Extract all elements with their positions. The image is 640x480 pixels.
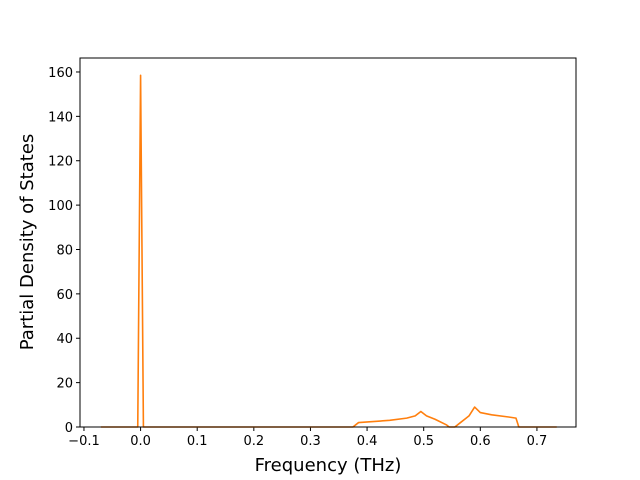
x-tick-label: 0.2 [243, 434, 264, 449]
x-axis-label: Frequency (THz) [255, 455, 402, 476]
x-tick-label: 0.5 [413, 434, 434, 449]
y-tick-label: 120 [48, 155, 73, 170]
y-tick-label: 140 [48, 110, 73, 125]
x-tick-label: 0.7 [527, 434, 548, 449]
axes-frame [79, 57, 577, 428]
x-tick-label: 0.4 [357, 434, 378, 449]
line [100, 74, 557, 428]
y-axis-label: Partial Density of States [17, 134, 38, 351]
y-tick-label: 80 [56, 243, 73, 258]
x-tick-label: 0.6 [470, 434, 491, 449]
y-tick-label: 20 [56, 377, 73, 392]
y-tick-label: 60 [56, 288, 73, 303]
y-tick-label: 0 [65, 421, 73, 436]
y-tick-label: 100 [48, 199, 73, 214]
x-tick-label: 0.3 [300, 434, 321, 449]
x-tick-label: 0.0 [130, 434, 151, 449]
y-tick-label: 40 [56, 332, 73, 347]
y-tick-label: 160 [48, 66, 73, 81]
x-tick-label: 0.1 [187, 434, 208, 449]
x-tick-label: −0.1 [68, 434, 100, 449]
